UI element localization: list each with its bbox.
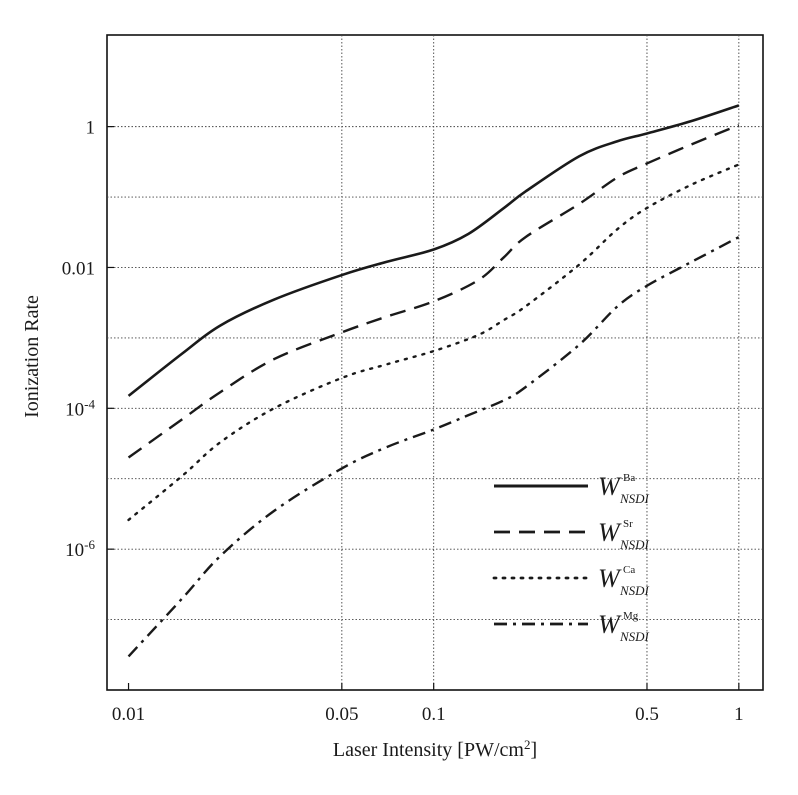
series-layer xyxy=(127,104,741,658)
x-tick-label: 0.1 xyxy=(422,704,446,725)
legend-label-superscript: Sr xyxy=(623,518,633,530)
legend-label-superscript: Ba xyxy=(623,472,635,484)
series-line-ca xyxy=(127,163,741,522)
x-axis-label: Laser Intensity [PW/cm2] xyxy=(333,737,537,762)
x-tick-label: 0.01 xyxy=(112,704,145,725)
legend-label: W xyxy=(598,472,622,501)
series-line-ba xyxy=(127,104,740,397)
legend-label: W xyxy=(598,564,622,593)
y-tick-label: 10-6 xyxy=(65,537,95,562)
series-line-mg xyxy=(127,236,740,658)
legend-label: W xyxy=(598,518,622,547)
legend-label: W xyxy=(598,610,622,639)
legend-label-subscript: NSDI xyxy=(619,629,650,644)
legend-label-subscript: NSDI xyxy=(619,491,650,506)
series-line-sr xyxy=(127,124,740,459)
legend-label-subscript: NSDI xyxy=(619,537,650,552)
tick-layer: 0.01 0.05 0.1 0.5 1 1 0.01 10-4 10-6 xyxy=(62,118,744,725)
legend-label-superscript: Mg xyxy=(623,610,639,622)
y-tick-label: 0.01 xyxy=(62,258,95,279)
y-tick-label: 1 xyxy=(86,118,96,139)
legend-label-superscript: Ca xyxy=(623,564,635,576)
x-tick-label: 1 xyxy=(734,704,744,725)
x-tick-label: 0.05 xyxy=(325,704,358,725)
y-axis-label: Ionization Rate xyxy=(21,295,43,418)
plot-frame xyxy=(106,34,764,691)
legend-label-subscript: NSDI xyxy=(619,583,650,598)
grid-layer xyxy=(107,35,763,690)
y-tick-label: 10-4 xyxy=(65,396,95,421)
x-tick-label: 0.5 xyxy=(635,704,659,725)
